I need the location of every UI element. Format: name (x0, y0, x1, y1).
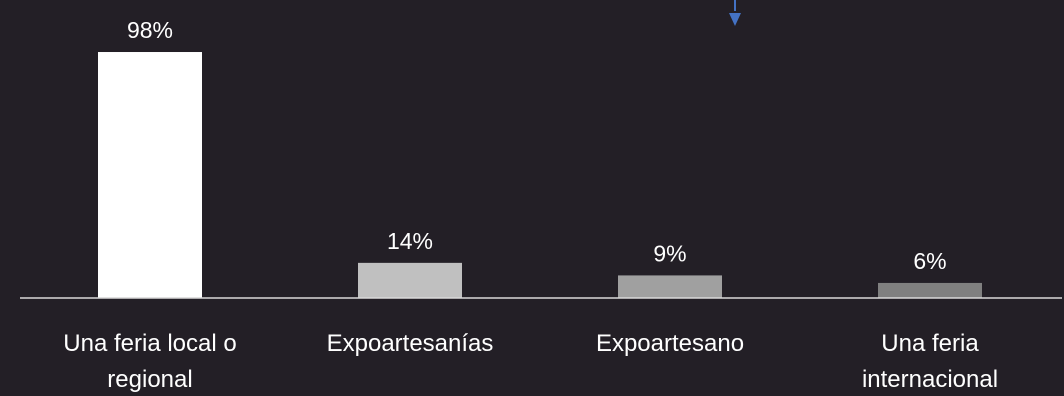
x-tick-label: Una feria internacional (861, 330, 999, 393)
x-tick-label: Una feria local o regional (63, 330, 237, 393)
bar (618, 275, 722, 298)
bar (358, 262, 462, 298)
x-tick-label: Expoartesano (595, 330, 745, 357)
value-label: 6% (913, 248, 946, 274)
bar (98, 52, 202, 298)
value-label: 98% (127, 17, 173, 43)
value-label: 14% (387, 228, 433, 254)
value-label: 9% (653, 240, 686, 266)
bar (878, 282, 982, 298)
arrow-head (729, 13, 741, 26)
x-tick-label: Expoartesanías (326, 330, 494, 357)
